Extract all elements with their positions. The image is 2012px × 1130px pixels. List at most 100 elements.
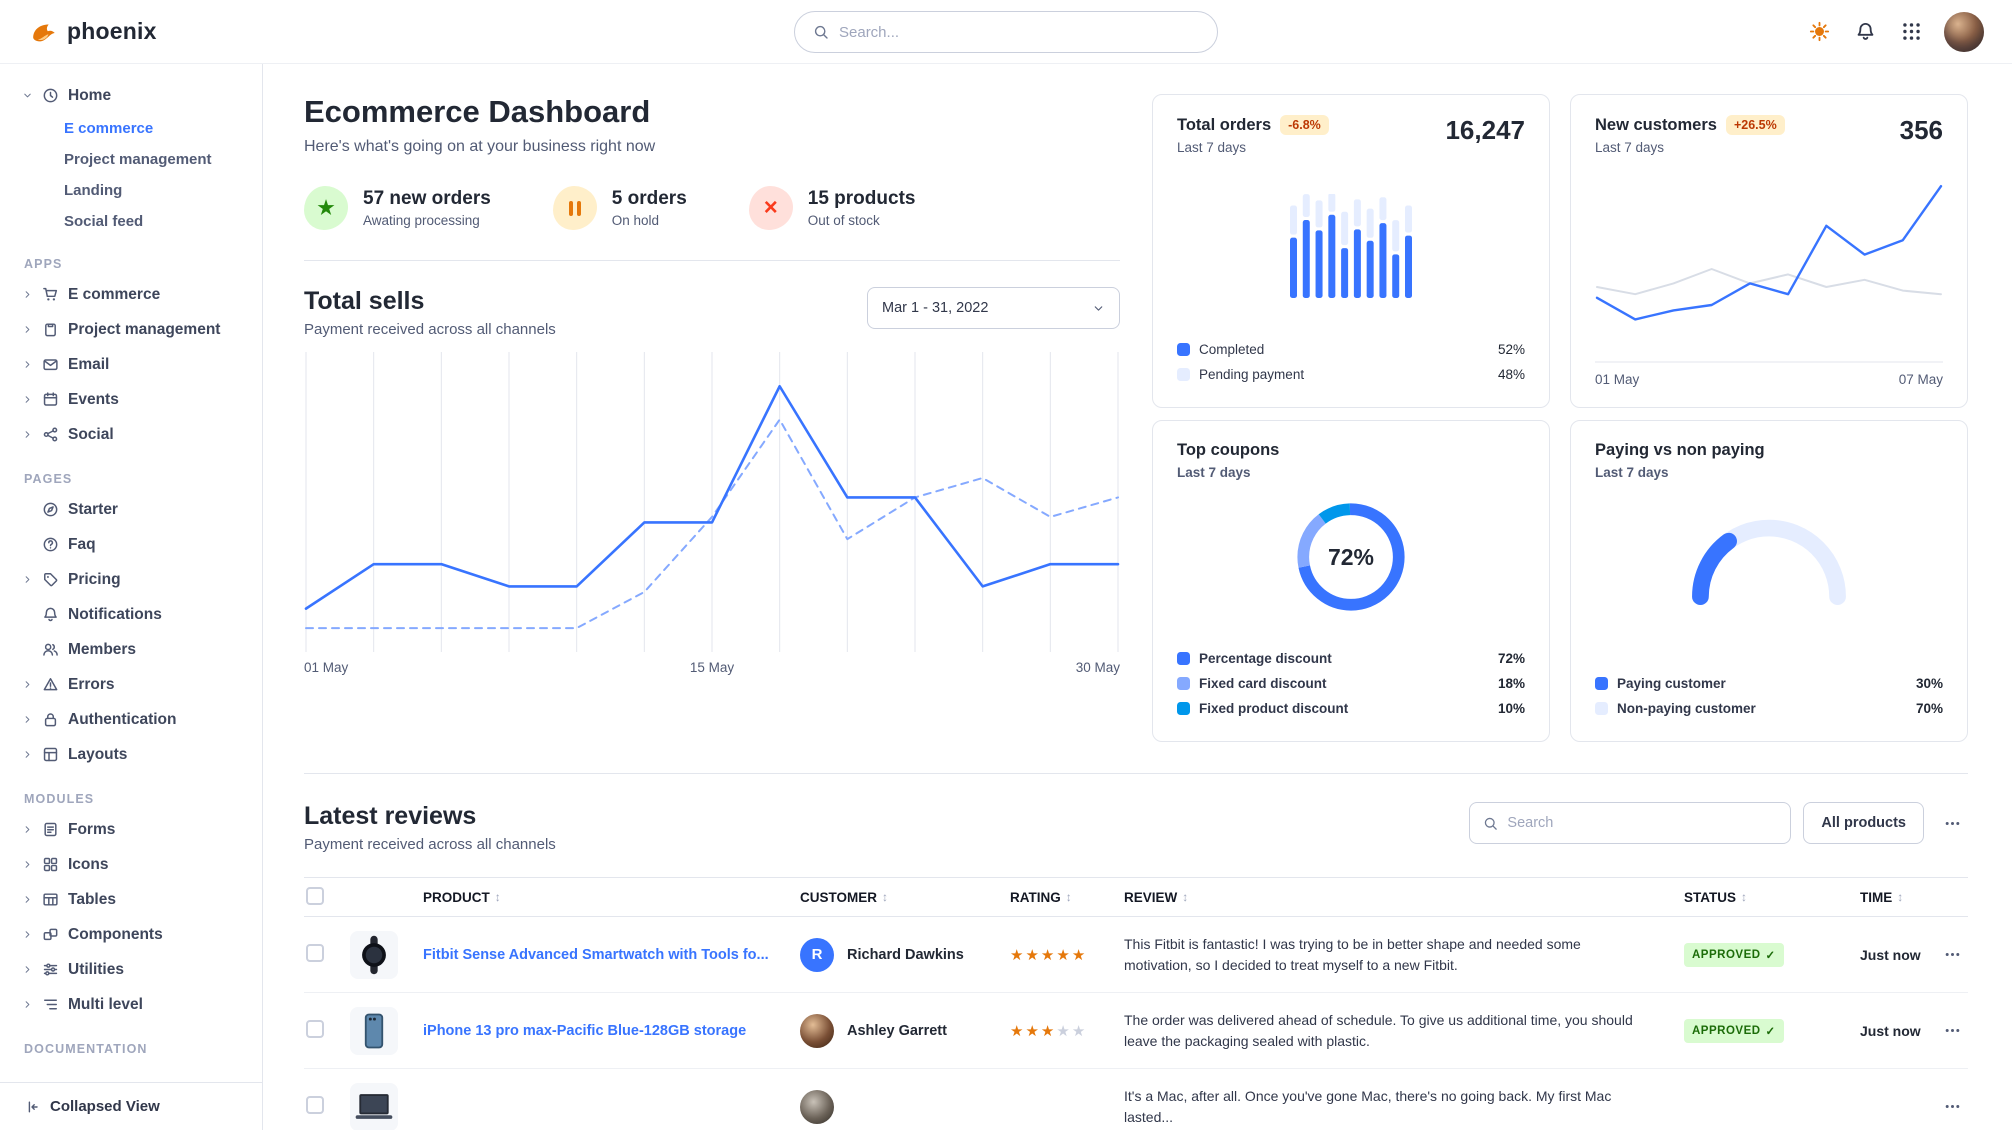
profile-avatar[interactable] [1944,11,1984,52]
row-actions-cell [1936,1091,1968,1123]
sidebar-item-utilities[interactable]: Utilities [22,952,242,987]
sidebar-item-layouts[interactable]: Layouts [22,737,242,772]
top-navbar: phoenix [0,0,2012,64]
all-products-filter-button[interactable]: All products [1803,802,1924,844]
product-cell: iPhone 13 pro max-Pacific Blue-128GB sto… [350,1006,800,1055]
column-header-product[interactable]: PRODUCT ↕ [350,890,800,905]
row-actions-button[interactable] [1936,1015,1968,1047]
sidebar-item-label: Project management [68,320,221,338]
column-header-status[interactable]: STATUS ↕ [1684,890,1860,905]
tag-icon [42,571,59,588]
customer-avatar [800,1013,834,1048]
row-actions-button[interactable] [1936,939,1968,971]
sidebar-item-icons[interactable]: Icons [22,847,242,882]
reviews-search-input[interactable] [1507,815,1778,831]
dashboard-cards: Total orders -6.8% Last 7 days 16,247 Co… [1152,94,1968,747]
collapse-view-button[interactable]: Collapsed View [0,1082,262,1130]
reviews-more-button[interactable] [1936,807,1968,839]
status-label: APPROVED [1692,1024,1761,1037]
sidebar-subitem-landing[interactable]: Landing [64,182,123,199]
sliders-icon [42,961,59,978]
row-actions-button[interactable] [1936,1091,1968,1123]
sidebar-item-label: Icons [68,855,109,873]
sidebar-item-email[interactable]: Email [22,347,242,382]
sidebar-item-faq[interactable]: Faq [22,527,242,562]
fitbit-product-image [350,930,398,979]
apps-menu-button[interactable] [1898,19,1924,45]
chevron-right-icon [22,679,33,690]
global-search-input[interactable] [839,23,1199,41]
customer-avatar [800,1089,834,1124]
sort-icon: ↕ [1897,890,1904,904]
total-sells-subtitle: Payment received across all channels [304,321,556,338]
sidebar-item-e-commerce[interactable]: E commerce [22,277,242,312]
sidebar-item-forms[interactable]: Forms [22,812,242,847]
sidebar-item-notifications[interactable]: Notifications [22,597,242,632]
column-header-rating[interactable]: RATING ↕ [1010,890,1124,905]
sidebar-subitem-social-feed[interactable]: Social feed [64,213,144,230]
legend-item: Percentage discount 72% [1177,646,1525,671]
table-header-row: PRODUCT ↕ CUSTOMER ↕ RATING ↕ REVIEW ↕ STATUS ↕ TI… [304,877,1968,917]
x-tick-label: 30 May [1075,660,1120,675]
sidebar-item-social[interactable]: Social [22,417,242,452]
legend-item: Pending payment 48% [1177,362,1525,387]
sidebar-item-pricing[interactable]: Pricing [22,562,242,597]
product-link[interactable]: iPhone 13 pro max-Pacific Blue-128GB sto… [423,1022,747,1039]
x-tick-start: 01 May [1595,372,1640,387]
share-icon [42,426,59,443]
row-checkbox[interactable] [306,1095,324,1114]
search-icon [1483,816,1498,831]
total-orders-legend: Completed 52% Pending payment 48% [1177,337,1525,387]
sidebar-item-tables[interactable]: Tables [22,882,242,917]
form-icon [42,821,59,838]
star-icon: ★ [1071,946,1088,964]
row-checkbox[interactable] [306,1019,324,1038]
date-range-select[interactable]: Mar 1 - 31, 2022 [867,287,1120,329]
theme-toggle-button[interactable] [1806,19,1832,45]
compass-icon [42,501,59,518]
sidebar-item-starter[interactable]: Starter [22,492,242,527]
date-range-value: Mar 1 - 31, 2022 [882,300,989,316]
star-icon: ★ [1071,1022,1088,1040]
sidebar-subitem-e-commerce[interactable]: E commerce [64,120,154,137]
column-header-customer[interactable]: CUSTOMER ↕ [800,890,1010,905]
chevron-down-icon [22,90,33,101]
sidebar-item-multi-level[interactable]: Multi level [22,987,242,1022]
legend-value: 48% [1497,367,1525,382]
sidebar-subitem-project-management[interactable]: Project management [64,151,212,168]
paying-gauge-chart [1683,513,1855,605]
sidebar-item-components[interactable]: Components [22,917,242,952]
customer-cell [800,1089,1010,1124]
sidebar-item-events[interactable]: Events [22,382,242,417]
column-header-time[interactable]: TIME ↕ [1860,890,1928,905]
page-subtitle: Here's what's going on at your business … [304,138,656,155]
sidebar-item-authentication[interactable]: Authentication [22,702,242,737]
select-all-checkbox[interactable] [306,886,324,905]
legend-label: Completed [1199,342,1265,357]
star-icon: ★ [304,186,348,230]
new-customers-title: New customers [1595,115,1717,134]
brand[interactable]: phoenix [28,17,157,47]
stat-item: 5 orders On hold [552,186,687,230]
sort-icon: ↕ [1741,890,1747,904]
sidebar-item-members[interactable]: Members [22,632,242,667]
ellipsis-icon [1944,946,1961,963]
product-link[interactable]: Fitbit Sense Advanced Smartwatch with To… [423,946,769,963]
sidebar-item-project-management[interactable]: Project management [22,312,242,347]
sidebar-item-errors[interactable]: Errors [22,667,242,702]
legend-item: Completed 52% [1177,337,1525,362]
column-header-review[interactable]: REVIEW ↕ [1124,890,1684,905]
row-checkbox[interactable] [306,943,324,962]
reviews-search[interactable] [1469,802,1792,844]
legend-value: 52% [1497,342,1525,357]
column-label: RATING [1010,889,1061,905]
sort-icon: ↕ [882,890,889,904]
global-search[interactable] [794,11,1218,53]
chevron-right-icon [22,714,33,725]
sidebar-item-label: E commerce [68,285,161,303]
customer-name: Ashley Garrett [847,1022,947,1039]
sidebar-section-heading: APPS [24,257,63,271]
sidebar-item-home[interactable]: Home [22,78,242,113]
notifications-button[interactable] [1852,19,1878,45]
